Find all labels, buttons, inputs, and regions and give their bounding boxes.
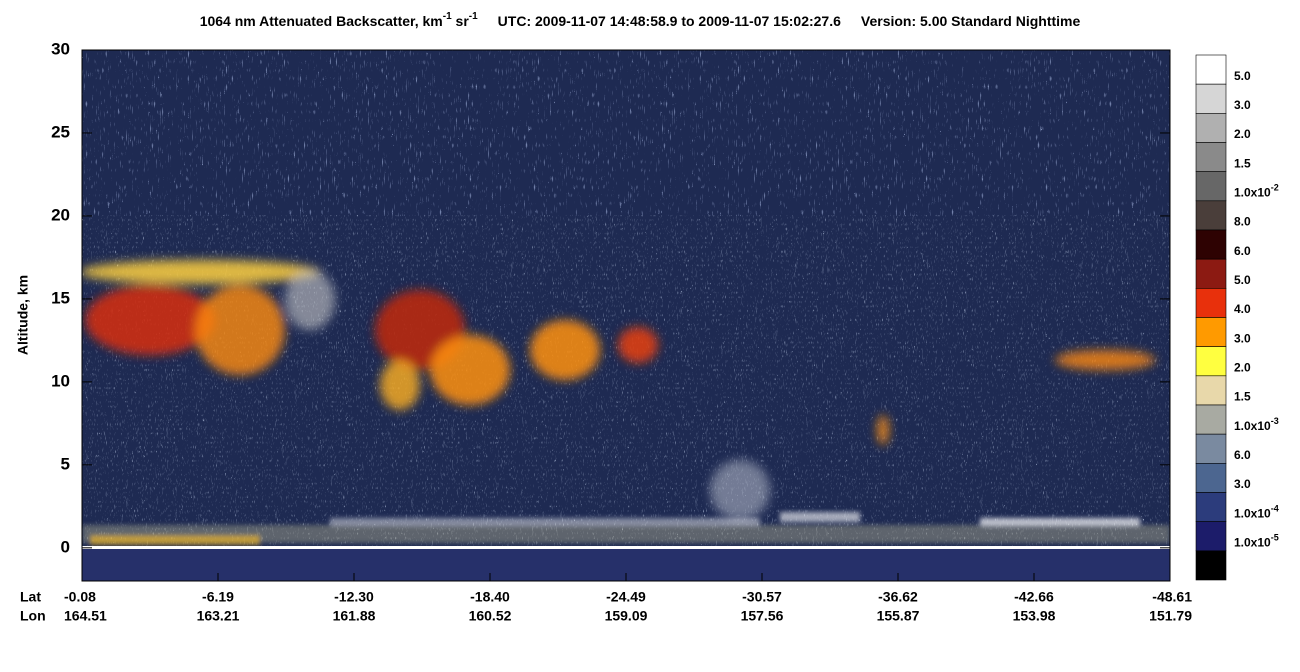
colorbar-label-exp: -4 (1271, 504, 1279, 514)
lat-label: -6.19 (202, 589, 234, 605)
title-part: 1064 nm Attenuated Backscatter, km (200, 13, 443, 29)
colorbar-box (1195, 404, 1227, 435)
colorbar-box (1195, 521, 1227, 552)
clouds (82, 260, 1155, 520)
colorbar-label-text: 6.0 (1234, 448, 1251, 462)
colorbar-box (1195, 54, 1227, 85)
lon-label: 153.98 (1013, 608, 1056, 624)
colorbar-label-text: 5.0 (1234, 69, 1251, 83)
lat-label: -12.30 (334, 589, 374, 605)
colorbar-label-text: 2.0 (1234, 127, 1251, 141)
version: Version: 5.00 Standard Nighttime (861, 13, 1081, 29)
colorbar-box (1195, 200, 1227, 231)
lon-title: Lon (20, 608, 46, 624)
colorbar-label-text: 3.0 (1234, 98, 1251, 112)
lat-label: -42.66 (1014, 589, 1054, 605)
colorbar-label: 1.0x10-5 (1234, 533, 1279, 550)
colorbar-label-text: 1.0x10 (1234, 186, 1271, 200)
y-axis-label: Altitude, km (15, 275, 31, 355)
chart-title: 1064 nm Attenuated Backscatter, km-1 sr-… (200, 11, 1081, 29)
colorbar-box (1195, 288, 1227, 318)
lat-label: -0.08 (64, 589, 96, 605)
y-tick-label: 5 (61, 454, 70, 473)
y-tick-label: 10 (51, 371, 70, 390)
time-range: UTC: 2009-11-07 14:48:58.9 to 2009-11-07… (498, 13, 841, 29)
colorbar-label: 1.5 (1234, 390, 1251, 404)
colorbar-label: 3.0 (1234, 477, 1251, 491)
colorbar-box (1195, 229, 1227, 260)
colorbar-label-exp: -2 (1271, 183, 1279, 193)
colorbar-box (1195, 433, 1227, 464)
colorbar-box (1195, 492, 1227, 522)
colorbar-box (1195, 113, 1227, 143)
colorbar-label: 3.0 (1234, 98, 1251, 112)
lat-label: -30.57 (742, 589, 782, 605)
colorbar-box (1195, 258, 1227, 289)
lon-label: 161.88 (333, 608, 376, 624)
lat-label: -18.40 (470, 589, 510, 605)
colorbar-label: 2.0 (1234, 361, 1251, 375)
colorbar-label-text: 1.0x10 (1234, 419, 1271, 433)
colorbar-label-text: 1.5 (1234, 157, 1251, 171)
colorbar-label-text: 1.0x10 (1234, 507, 1271, 521)
low-clouds (82, 512, 1170, 545)
curtain (82, 50, 1170, 581)
lat-label: -36.62 (878, 589, 918, 605)
colorbar-label: 6.0 (1234, 244, 1251, 258)
y-tick-label: 25 (51, 122, 70, 141)
lon-label: 160.52 (469, 608, 512, 624)
colorbar-label-text: 1.5 (1234, 390, 1251, 404)
colorbar-label: 4.0 (1234, 302, 1251, 316)
colorbar-label-text: 8.0 (1234, 215, 1251, 229)
y-tick-label: 15 (51, 288, 70, 307)
colorbar-box (1195, 346, 1227, 377)
colorbar-label: 8.0 (1234, 215, 1251, 229)
colorbar-box (1195, 317, 1227, 347)
colorbar-label-text: 1.0x10 (1234, 536, 1271, 550)
colorbar-label: 5.0 (1234, 273, 1251, 287)
lat-label: -48.61 (1152, 589, 1192, 605)
colorbar-label: 1.0x10-3 (1234, 416, 1279, 433)
lon-label: 151.79 (1149, 608, 1192, 624)
lat-title: Lat (20, 589, 41, 605)
title-exp: -1 (443, 11, 452, 22)
lon-label: 155.87 (877, 608, 920, 624)
lat-label: -24.49 (606, 589, 646, 605)
y-tick-label: 30 (51, 39, 70, 58)
colorbar-box (1195, 550, 1227, 581)
title-exp: -1 (469, 11, 478, 22)
colorbar-label: 1.5 (1234, 157, 1251, 171)
colorbar-label-text: 5.0 (1234, 273, 1251, 287)
colorbar-label: 6.0 (1234, 448, 1251, 462)
colorbar-label-text: 4.0 (1234, 302, 1251, 316)
colorbar-box (1195, 83, 1227, 114)
title-part: sr (452, 13, 470, 29)
colorbar-label: 3.0 (1234, 332, 1251, 346)
lon-label: 163.21 (197, 608, 240, 624)
colorbar-box (1195, 171, 1227, 202)
surface-line (82, 546, 1170, 549)
colorbar-box (1195, 142, 1227, 172)
colorbar-label-exp: -5 (1271, 533, 1279, 543)
noise-upper (82, 50, 1170, 216)
y-tick-label: 20 (51, 205, 70, 224)
colorbar-label-exp: -3 (1271, 416, 1279, 426)
colorbar-label: 1.0x10-4 (1234, 504, 1279, 521)
colorbar-box (1195, 375, 1227, 406)
colorbar-box (1195, 463, 1227, 493)
colorbar-label-text: 3.0 (1234, 332, 1251, 346)
colorbar-label: 1.0x10-2 (1234, 183, 1279, 200)
colorbar-label: 5.0 (1234, 69, 1251, 83)
lon-label: 157.56 (741, 608, 784, 624)
colorbar-label-text: 6.0 (1234, 244, 1251, 258)
colorbar-label: 2.0 (1234, 127, 1251, 141)
lon-label: 164.51 (64, 608, 107, 624)
y-tick-label: 0 (61, 537, 70, 556)
colorbar-label-text: 3.0 (1234, 477, 1251, 491)
colorbar-label-text: 2.0 (1234, 361, 1251, 375)
lon-label: 159.09 (605, 608, 648, 624)
